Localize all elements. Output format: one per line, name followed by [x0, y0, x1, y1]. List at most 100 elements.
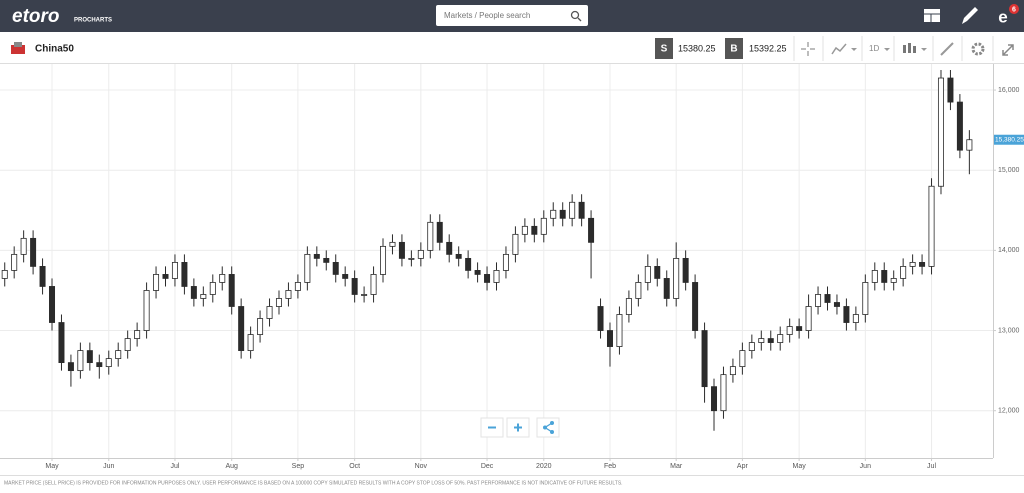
candle-body — [796, 326, 803, 331]
toolbar-separators — [793, 36, 994, 61]
candle-body — [635, 282, 642, 299]
candle-body — [871, 270, 878, 283]
candle-body — [20, 237, 27, 255]
candle-body — [909, 262, 916, 267]
zoom-out-button[interactable] — [480, 417, 504, 438]
candle-body — [219, 274, 226, 283]
candle-body — [493, 270, 500, 283]
candle-body — [625, 298, 632, 315]
layout-icon[interactable] — [924, 9, 940, 22]
crosshair-icon[interactable] — [801, 42, 815, 56]
candle-body — [540, 217, 547, 235]
avatar[interactable]: e — [998, 7, 1007, 26]
candle-body — [606, 330, 613, 347]
x-tick-label: Nov — [415, 463, 428, 470]
y-tick-label: 15,000 — [998, 167, 1020, 174]
candle-body — [238, 306, 245, 351]
edit-icon[interactable] — [962, 7, 978, 24]
sell-price: 15380.25 — [678, 43, 716, 53]
candle-body — [398, 241, 405, 259]
candle-body — [427, 221, 434, 251]
candle-body — [446, 241, 453, 255]
candle-body — [171, 262, 178, 279]
instrument-name: China50 — [35, 44, 74, 55]
candle-body — [502, 253, 509, 271]
logo[interactable]: etoro — [12, 6, 60, 27]
candle-body — [824, 294, 831, 303]
candle-body — [512, 233, 519, 255]
candle-body — [96, 362, 103, 368]
candle-body — [257, 318, 264, 335]
zoom-in-button[interactable] — [506, 417, 530, 438]
last-price-tag — [994, 134, 1024, 145]
timeframe[interactable]: 1D — [869, 44, 879, 53]
settings-icon[interactable] — [971, 42, 985, 56]
candle-body — [370, 274, 377, 295]
candle-body — [153, 274, 160, 291]
draw-icon[interactable] — [940, 42, 954, 56]
indicator-icon[interactable] — [831, 43, 847, 55]
y-tick-label: 13,000 — [998, 327, 1020, 334]
candle-body — [39, 266, 46, 287]
x-tick-label: Dec — [481, 463, 494, 470]
search-box[interactable] — [436, 5, 588, 26]
search-icon-handle — [577, 17, 582, 22]
candle-body — [209, 282, 216, 295]
disclaimer: MARKET PRICE (SELL PRICE) IS PROVIDED FO… — [4, 480, 623, 486]
candle-body — [342, 274, 349, 279]
candle-body — [673, 257, 680, 299]
candle-body — [937, 77, 944, 187]
candle-body — [786, 326, 793, 335]
x-tick-label: Apr — [737, 463, 749, 470]
candle-body — [711, 386, 718, 412]
x-tick-label: Aug — [225, 463, 238, 470]
candle-body — [313, 253, 320, 259]
candle-body — [777, 334, 784, 343]
candle-body — [1, 270, 8, 279]
candles — [1, 70, 973, 431]
x-tick-label: Sep — [292, 463, 305, 470]
candle-body — [380, 245, 387, 275]
chart-type-icon[interactable] — [903, 43, 916, 53]
indicator-dropdown[interactable] — [851, 48, 857, 51]
candle-body — [947, 77, 954, 103]
search-icon[interactable] — [570, 10, 580, 20]
timeframe-dropdown[interactable] — [884, 48, 890, 51]
x-tick-label: 2020 — [536, 463, 552, 470]
candle-body — [805, 306, 812, 331]
candle-body — [247, 334, 254, 351]
candle-body — [815, 294, 822, 307]
candle-body — [919, 262, 926, 267]
candle-body — [124, 338, 131, 351]
y-tick-label: 12,000 — [998, 408, 1020, 415]
candle-body — [200, 294, 207, 299]
share-button[interactable] — [536, 417, 560, 438]
y-tick-label: 16,000 — [998, 87, 1020, 94]
candle-body — [767, 338, 774, 343]
candle-body — [550, 209, 557, 219]
candle-body — [521, 225, 528, 235]
candle-body — [852, 314, 859, 323]
notification-count: 6 — [1012, 6, 1016, 13]
grid — [0, 64, 993, 458]
chart-type-dropdown[interactable] — [921, 48, 927, 51]
sell-button[interactable] — [655, 38, 673, 59]
candle-body — [616, 314, 623, 347]
candle-body — [928, 185, 935, 267]
candle-body — [881, 270, 888, 283]
expand-icon[interactable] — [1002, 44, 1014, 56]
candle-body — [162, 274, 169, 279]
candle-body — [748, 342, 755, 351]
candle-body — [11, 253, 18, 271]
candle-body — [105, 358, 112, 368]
buy-label: B — [730, 44, 737, 55]
candle-body — [332, 262, 339, 275]
candle-body — [143, 290, 150, 331]
buy-button[interactable] — [725, 38, 743, 59]
x-tick-label: Feb — [604, 463, 616, 470]
notification-badge — [1009, 4, 1019, 14]
candle-body — [58, 322, 65, 364]
candle-body — [181, 262, 188, 287]
candle-body — [578, 201, 585, 219]
